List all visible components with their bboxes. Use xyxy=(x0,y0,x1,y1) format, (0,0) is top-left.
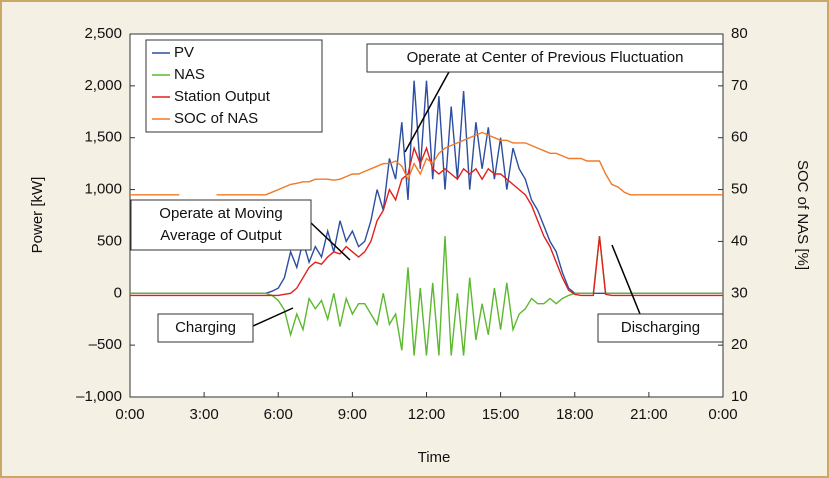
x-tick-label: 0:00 xyxy=(708,406,737,423)
annotation-box xyxy=(366,43,724,73)
x-tick-label: 12:00 xyxy=(408,406,446,423)
y2-tick-label: 60 xyxy=(731,129,748,146)
x-tick-label: 0:00 xyxy=(115,406,144,423)
legend-label: NAS xyxy=(174,66,205,83)
y2-tick-label: 50 xyxy=(731,181,748,198)
annotation-text: Charging xyxy=(175,319,236,336)
x-tick-label: 18:00 xyxy=(556,406,594,423)
annotation-text: Operate at Center of Previous Fluctuatio… xyxy=(407,49,684,66)
annotation-box xyxy=(130,199,312,251)
series-line xyxy=(216,131,723,196)
x-tick-label: 3:00 xyxy=(190,406,219,423)
legend-label: Station Output xyxy=(174,88,271,105)
y2-tick-label: 80 xyxy=(731,25,748,42)
series-line xyxy=(130,236,723,356)
annotation-leader xyxy=(404,69,451,153)
x-tick-label: 21:00 xyxy=(630,406,668,423)
y2-tick-label: 70 xyxy=(731,77,748,94)
y-tick-label: –500 xyxy=(89,336,122,353)
annotation-leader xyxy=(309,221,351,261)
x-tick-label: 9:00 xyxy=(338,406,367,423)
y-tick-label: 0 xyxy=(114,284,122,301)
y2-tick-label: 20 xyxy=(731,336,748,353)
annotation-text: Discharging xyxy=(621,319,700,336)
y2-tick-label: 40 xyxy=(731,232,748,249)
annotation-leader xyxy=(611,244,641,315)
annotation-leader xyxy=(252,307,294,327)
annotation-text: Average of Output xyxy=(160,227,282,244)
x-tick-label: 15:00 xyxy=(482,406,520,423)
legend-box xyxy=(145,39,323,133)
x-tick-label: 6:00 xyxy=(264,406,293,423)
annotation-box xyxy=(157,313,254,343)
y2-tick-label: 30 xyxy=(731,284,748,301)
y-tick-label: 1,000 xyxy=(84,181,122,198)
y-tick-label: 2,000 xyxy=(84,77,122,94)
y2-tick-label: 10 xyxy=(731,388,748,405)
legend-label: PV xyxy=(174,44,194,61)
y-tick-label: 2,500 xyxy=(84,25,122,42)
annotation-box xyxy=(597,313,724,343)
series-line xyxy=(130,145,723,297)
x-axis-label: Time xyxy=(418,449,451,466)
y2-axis-label: SOC of NAS [%] xyxy=(794,160,811,270)
y-tick-label: –1,000 xyxy=(76,388,122,405)
y-tick-label: 1,500 xyxy=(84,129,122,146)
y-axis-label: Power [kW] xyxy=(29,177,46,254)
annotation-text: Operate at Moving xyxy=(159,205,282,222)
legend-label: SOC of NAS xyxy=(174,110,258,127)
y-tick-label: 500 xyxy=(97,232,122,249)
